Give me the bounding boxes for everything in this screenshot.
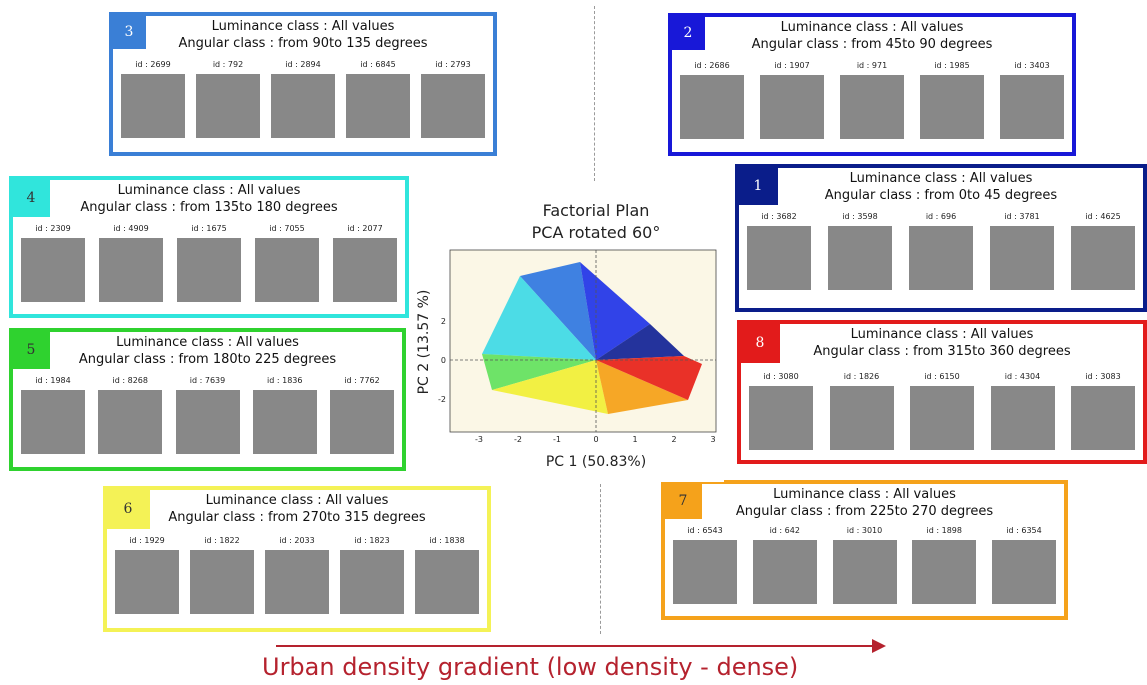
tile: id : 2033 (265, 536, 329, 614)
tile: id : 2793 (421, 60, 485, 138)
y-tick: 2 (441, 317, 446, 326)
class-badge-7: 7 (664, 483, 702, 519)
center-divider-lower (600, 484, 601, 634)
class-panel-2: 2 Luminance class : All values Angular cl… (668, 13, 1076, 156)
tile: id : 7639 (175, 376, 240, 454)
tile: id : 6543 (673, 526, 737, 604)
tile: id : 1836 (252, 376, 317, 454)
tile: id : 1929 (115, 536, 179, 614)
panel-title: Luminance class : All values Angular clas… (735, 487, 994, 519)
x-tick: 1 (632, 435, 637, 444)
tile: id : 3083 (1071, 372, 1135, 450)
x-tick: 2 (671, 435, 676, 444)
cluster-3-region (520, 262, 596, 360)
x-axis-label: PC 1 (50.83%) (546, 454, 646, 470)
tile: id : 696 (909, 212, 973, 290)
tile: id : 3781 (990, 212, 1054, 290)
tile: id : 1675 (177, 224, 241, 302)
class-panel-8: 8 Luminance class : All values Angular cl… (737, 320, 1147, 464)
pca-title-1: Factorial Plan (543, 201, 650, 220)
center-divider (594, 6, 595, 181)
tile: id : 1838 (415, 536, 479, 614)
class-badge-5: 5 (12, 331, 50, 369)
tile: id : 2309 (21, 224, 85, 302)
tile: id : 3682 (747, 212, 811, 290)
tile: id : 4909 (99, 224, 163, 302)
cluster-8-region (596, 356, 702, 400)
tile: id : 1823 (340, 536, 404, 614)
class-badge-3: 3 (112, 15, 146, 49)
tile: id : 4304 (990, 372, 1055, 450)
x-tick: 0 (593, 435, 598, 444)
y-tick: 0 (441, 356, 446, 365)
y-axis-label: PC 2 (13.57 %) (416, 290, 432, 395)
class-panel-3: 3 Luminance class : All values Angular cl… (109, 12, 497, 156)
tile: id : 6354 (992, 526, 1056, 604)
tile: id : 3598 (828, 212, 892, 290)
tile: id : 7762 (330, 376, 394, 454)
tile: id : 1822 (190, 536, 254, 614)
cluster-4-region (482, 276, 596, 360)
tile: id : 1826 (829, 372, 894, 450)
tile: id : 1985 (920, 61, 984, 139)
y-tick: -2 (438, 395, 446, 404)
tile: id : 971 (840, 61, 904, 139)
x-tick: -3 (475, 435, 483, 444)
class-panel-6: 6 Luminance class : All values Angular cl… (103, 486, 491, 632)
class-panel-4: 4 Luminance class : All values Angular cl… (9, 176, 409, 318)
pca-svg: -3 -2 -1 0 1 2 3 2 0 -2 Factorial Plan P… (416, 201, 717, 470)
tile: id : 2686 (680, 61, 744, 139)
tile: id : 3403 (1000, 61, 1064, 139)
tile: id : 4625 (1071, 212, 1135, 290)
panel-title: Luminance class : All values Angular clas… (178, 19, 428, 51)
class-panel-5: 5 Luminance class : All values Angular cl… (9, 328, 406, 471)
class-badge-4: 4 (12, 179, 50, 217)
x-tick: 3 (710, 435, 715, 444)
panel-title: Luminance class : All values Angular clas… (751, 20, 993, 52)
tile: id : 6150 (910, 372, 974, 450)
x-tick: -1 (553, 435, 561, 444)
tile: id : 8268 (98, 376, 163, 454)
panel-title: Luminance class : All values Angular clas… (813, 327, 1071, 359)
class-panel-1: 1 Luminance class : All values Angular cl… (735, 164, 1147, 312)
cluster-5-region (482, 354, 596, 390)
density-arrow (276, 639, 886, 653)
tile: id : 642 (752, 526, 817, 604)
pca-title-2: PCA rotated 60° (532, 223, 661, 242)
panel-title: Luminance class : All values Angular clas… (80, 183, 338, 215)
tile: id : 1907 (760, 61, 824, 139)
cluster-2-region (580, 262, 650, 360)
class-badge-8: 8 (740, 323, 780, 363)
panel-title: Luminance class : All values Angular clas… (168, 493, 426, 525)
tile: id : 2894 (271, 60, 335, 138)
tile: id : 6845 (346, 60, 410, 138)
x-tick: -2 (514, 435, 522, 444)
cluster-1-region (596, 324, 684, 360)
tile: id : 1898 (912, 526, 977, 604)
class-badge-6: 6 (106, 489, 150, 529)
tile: id : 1984 (21, 376, 85, 454)
panel-title: Luminance class : All values Angular clas… (824, 171, 1058, 203)
cluster-6-region (492, 360, 608, 414)
panel-title: Luminance class : All values Angular clas… (78, 335, 337, 367)
tile: id : 7055 (255, 224, 319, 302)
tile: id : 3080 (749, 372, 813, 450)
class-badge-2: 2 (671, 16, 705, 50)
cluster-7-region (596, 360, 688, 414)
tile: id : 2077 (333, 224, 397, 302)
class-panel-7: 7 Luminance class : All values Angular cl… (661, 480, 1068, 620)
density-gradient-label: Urban density gradient (low density - de… (262, 653, 799, 681)
tile: id : 792 (196, 60, 260, 138)
tile: id : 3010 (832, 526, 897, 604)
class-badge-1: 1 (738, 167, 778, 205)
tile: id : 2699 (121, 60, 185, 138)
pca-plot: -3 -2 -1 0 1 2 3 2 0 -2 Factorial Plan P… (412, 184, 724, 482)
